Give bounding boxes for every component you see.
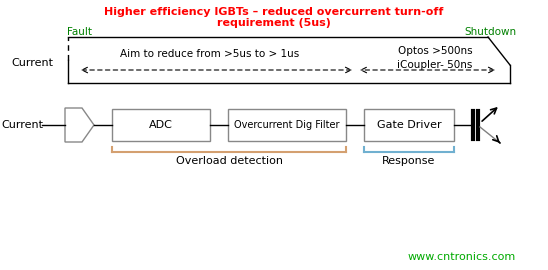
FancyBboxPatch shape — [112, 109, 210, 141]
Text: Overload detection: Overload detection — [175, 156, 283, 166]
FancyBboxPatch shape — [228, 109, 346, 141]
Text: Current: Current — [1, 120, 43, 130]
Text: Gate Driver: Gate Driver — [376, 120, 441, 130]
Text: ADC: ADC — [149, 120, 173, 130]
Polygon shape — [65, 108, 94, 142]
Text: requirement (5us): requirement (5us) — [217, 18, 331, 28]
Text: Optos >500ns
iCoupler- 50ns: Optos >500ns iCoupler- 50ns — [397, 46, 473, 70]
Text: Higher efficiency IGBTs – reduced overcurrent turn-off: Higher efficiency IGBTs – reduced overcu… — [104, 7, 444, 17]
FancyBboxPatch shape — [364, 109, 454, 141]
Text: Current: Current — [11, 58, 53, 68]
Text: Fault: Fault — [67, 27, 93, 37]
Text: Overcurrent Dig Filter: Overcurrent Dig Filter — [234, 120, 340, 130]
Text: Shutdown: Shutdown — [464, 27, 516, 37]
Text: Aim to reduce from >5us to > 1us: Aim to reduce from >5us to > 1us — [121, 49, 300, 59]
Text: www.cntronics.com: www.cntronics.com — [408, 252, 516, 262]
Text: Response: Response — [383, 156, 436, 166]
